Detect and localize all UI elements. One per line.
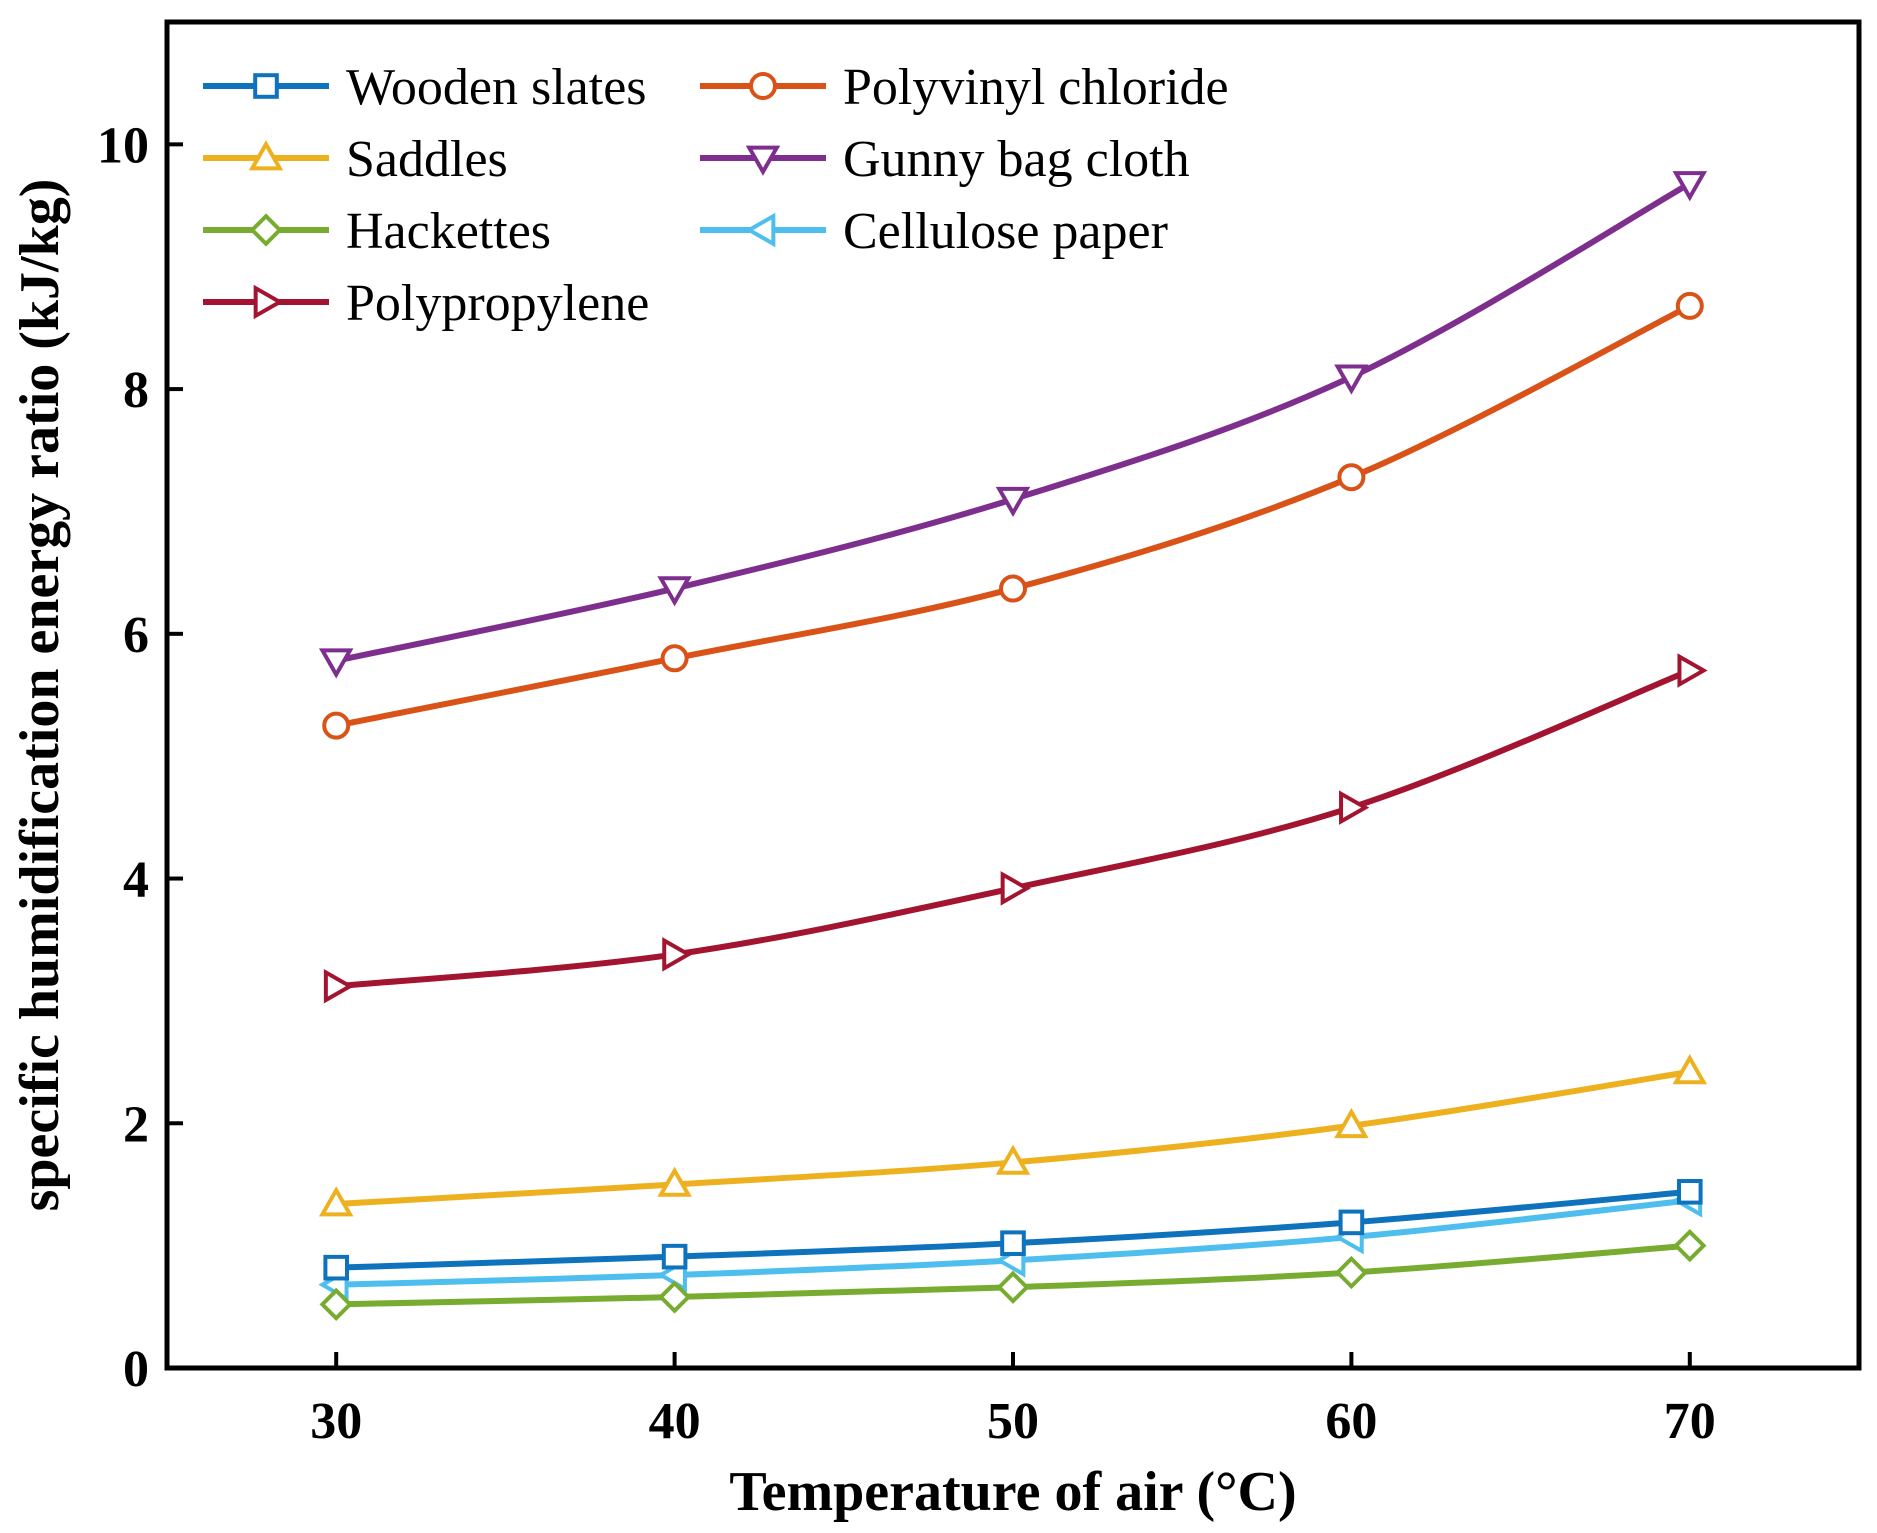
x-axis-title: Temperature of air (°C) xyxy=(729,1461,1296,1523)
data-point-wooden-slates xyxy=(1677,1178,1703,1205)
y-tick-label: 4 xyxy=(123,852,149,909)
legend-label: Cellulose paper xyxy=(843,203,1168,260)
data-point-wooden-slates xyxy=(1338,1209,1365,1236)
x-tick-label: 30 xyxy=(310,1393,362,1450)
legend-label: Saddles xyxy=(346,131,508,188)
data-point-saddles xyxy=(995,1144,1031,1175)
y-tick-label: 8 xyxy=(123,362,149,419)
data-point-wooden-slates xyxy=(323,1254,349,1281)
legend-label: Hackettes xyxy=(346,203,551,260)
data-point-gunny-bag-cloth xyxy=(995,486,1031,518)
legend-marker xyxy=(248,140,284,171)
x-tick-label: 40 xyxy=(649,1393,701,1450)
y-axis-title: specific humidification energy ratio (kJ… xyxy=(9,179,71,1212)
series-line-saddles xyxy=(333,1068,1693,1208)
data-point-polypropylene xyxy=(1677,653,1708,688)
legend-marker xyxy=(253,73,279,99)
legend-label: Polypropylene xyxy=(346,275,649,332)
data-point-gunny-bag-cloth xyxy=(318,648,354,679)
legend-label: Gunny bag cloth xyxy=(843,131,1190,188)
legend-marker xyxy=(745,212,776,248)
legend-label: Wooden slates xyxy=(346,59,647,116)
legend-item-polypropylene: Polypropylene xyxy=(203,275,649,332)
data-point-polyvinyl-chloride xyxy=(999,574,1027,603)
data-point-polyvinyl-chloride xyxy=(660,644,689,673)
y-tick-label: 0 xyxy=(123,1341,149,1398)
series-lines xyxy=(333,180,1693,1308)
data-point-hackettes xyxy=(996,1270,1030,1304)
axis-ticks: 30 40 50 60 70 0 2 4 6 8 10 xyxy=(97,117,1716,1450)
data-point-polypropylene xyxy=(662,937,693,972)
legend: Wooden slates Polyvinyl chloride Saddles Gu… xyxy=(203,59,1229,332)
x-tick-label: 70 xyxy=(1664,1393,1716,1450)
x-tick-label: 60 xyxy=(1325,1393,1377,1450)
legend-marker xyxy=(249,213,283,247)
data-point-polyvinyl-chloride xyxy=(1675,291,1704,320)
legend-item-gunny-bag-cloth: Gunny bag cloth xyxy=(700,131,1190,188)
y-tick-label: 10 xyxy=(97,117,149,174)
legend-item-polyvinyl-chloride: Polyvinyl chloride xyxy=(700,59,1229,116)
legend-item-cellulose-paper: Cellulose paper xyxy=(700,203,1168,260)
data-point-saddles xyxy=(1672,1054,1708,1085)
x-tick-label: 50 xyxy=(987,1393,1039,1450)
series-markers xyxy=(318,171,1708,1321)
data-point-wooden-slates xyxy=(661,1243,688,1270)
data-point-polyvinyl-chloride xyxy=(1337,463,1366,492)
legend-item-saddles: Saddles xyxy=(203,131,508,188)
legend-label: Polyvinyl chloride xyxy=(843,59,1229,116)
data-point-gunny-bag-cloth xyxy=(1334,364,1369,395)
data-point-wooden-slates xyxy=(1000,1230,1026,1256)
legend-item-hackettes: Hackettes xyxy=(203,203,551,260)
legend-marker xyxy=(253,284,284,320)
data-point-polypropylene xyxy=(1000,871,1031,906)
data-point-gunny-bag-cloth xyxy=(657,576,692,607)
y-tick-label: 6 xyxy=(123,607,149,664)
data-point-saddles xyxy=(1334,1107,1369,1139)
data-point-gunny-bag-cloth xyxy=(1672,171,1708,202)
data-point-polyvinyl-chloride xyxy=(322,711,351,740)
data-point-hackettes xyxy=(319,1287,353,1321)
legend-marker xyxy=(749,72,777,100)
legend-marker xyxy=(745,145,781,176)
data-point-hackettes xyxy=(657,1280,692,1314)
data-point-hackettes xyxy=(1673,1229,1707,1263)
data-point-saddles xyxy=(657,1166,692,1197)
data-point-polypropylene xyxy=(1339,790,1370,825)
series-line-polypropylene xyxy=(333,667,1693,990)
data-point-polypropylene xyxy=(323,968,355,1004)
data-point-saddles xyxy=(318,1186,354,1217)
y-tick-label: 2 xyxy=(123,1096,149,1153)
legend-item-wooden-slates: Wooden slates xyxy=(203,59,647,116)
data-point-hackettes xyxy=(1334,1255,1369,1290)
